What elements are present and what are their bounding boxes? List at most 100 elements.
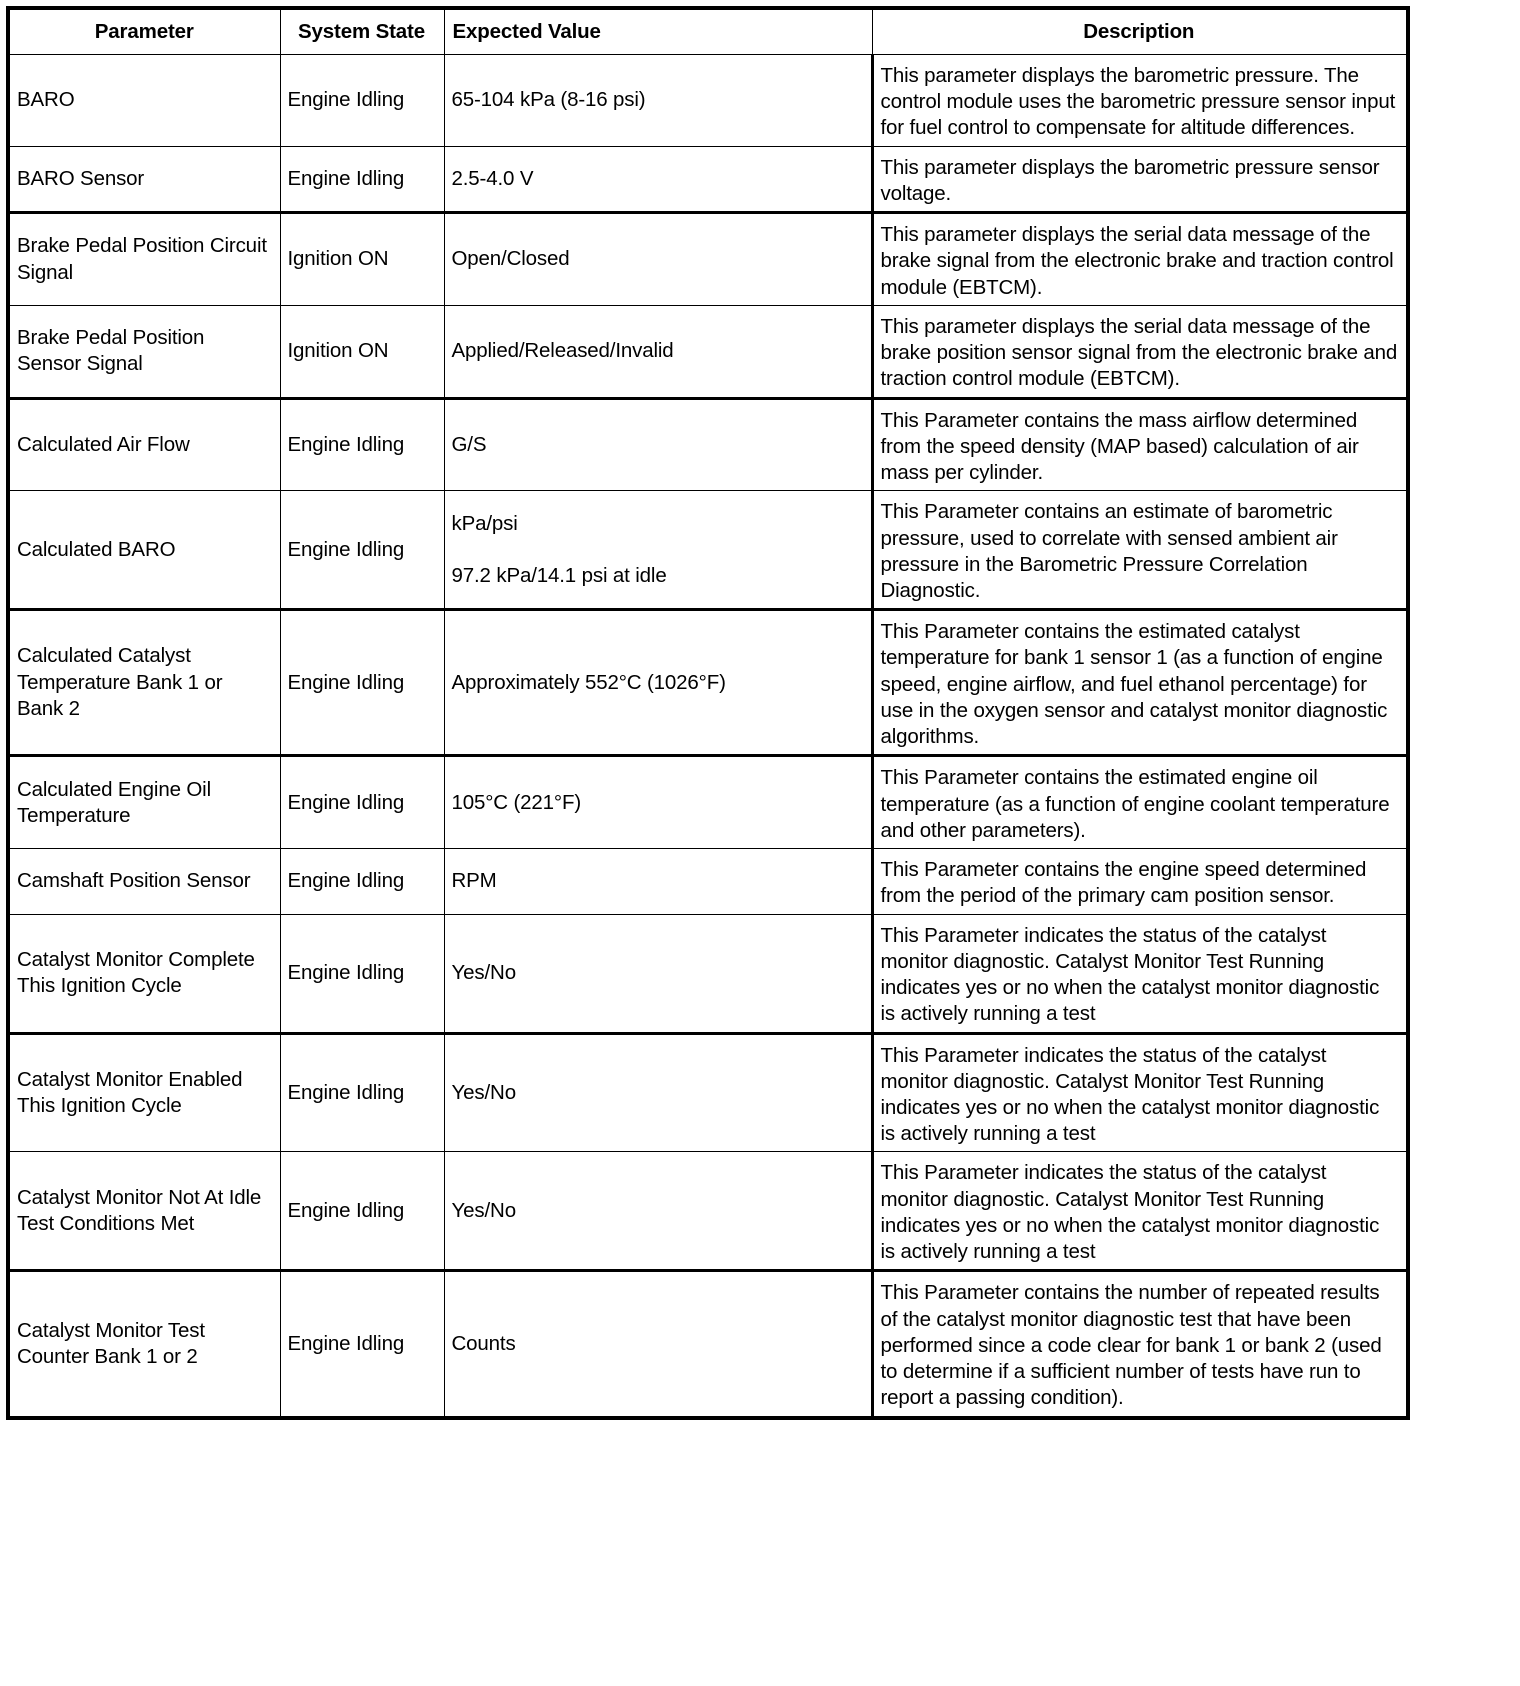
cell-expected-value: RPM [443,848,873,915]
column-header-expected-value: Expected Value [443,7,873,55]
expected-value-lines: 2.5-4.0 V [452,166,863,192]
cell-expected-value: Open/Closed [443,211,873,306]
cell-description: This parameter displays the serial data … [870,211,1409,306]
cell-expected-value: Yes/No [443,913,873,1034]
cell-expected-value: Yes/No [443,1031,873,1153]
cell-description: This Parameter indicates the status of t… [870,1151,1409,1272]
cell-expected-value: kPa/psi 97.2 kPa/14.1 psi at idle [443,490,873,611]
cell-description: This parameter displays the barometric p… [870,54,1409,147]
cell-parameter: Catalyst Monitor Complete This Ignition … [7,913,281,1034]
table-row: Camshaft Position Sensor Engine Idling RPM… [7,848,1409,915]
expected-value-line-1: Yes/No [451,1198,517,1222]
cell-description: This parameter displays the barometric p… [870,145,1409,214]
table-row: Catalyst Monitor Enabled This Ignition C… [7,1031,1409,1153]
cell-parameter: Calculated Engine Oil Temperature [7,754,281,850]
expected-value-line-1: 65-104 kPa (8-16 psi) [451,88,646,112]
expected-value-lines: 105°C (221°F) [452,790,863,816]
expected-value-lines: kPa/psi 97.2 kPa/14.1 psi at idle [452,511,863,589]
cell-parameter: BARO Sensor [7,145,281,214]
cell-description: This Parameter contains the estimated en… [870,754,1409,850]
cell-system-state: Engine Idling [279,145,445,214]
table-row: Catalyst Monitor Not At Idle Test Condit… [7,1151,1409,1272]
cell-system-state: Ignition ON [279,304,445,399]
table-row: Brake Pedal Position Sensor Signal Igniti… [7,304,1409,399]
expected-value-lines: Applied/Released/Invalid [452,338,863,364]
expected-value-lines: 65-104 kPa (8-16 psi) [452,87,863,113]
cell-expected-value: 105°C (221°F) [443,754,873,850]
expected-value-lines: Yes/No [452,960,863,986]
cell-system-state: Engine Idling [279,1031,445,1153]
expected-value-lines: Yes/No [452,1080,863,1106]
table-row: Catalyst Monitor Test Counter Bank 1 or … [7,1269,1409,1419]
expected-value-lines: Yes/No [452,1198,863,1224]
cell-parameter: Brake Pedal Position Sensor Signal [7,304,281,399]
expected-value-line-1: Open/Closed [451,247,570,271]
cell-system-state: Engine Idling [279,396,445,492]
cell-description: This Parameter contains an estimate of b… [870,490,1409,611]
expected-value-line-2: 97.2 kPa/14.1 psi at idle [451,563,667,587]
cell-system-state: Engine Idling [279,490,445,611]
expected-value-line-1: G/S [451,432,487,456]
expected-value-line-1: Yes/No [451,1080,517,1104]
cell-expected-value: Counts [443,1269,873,1419]
table-header: Parameter System State Expected Value De… [7,7,1409,55]
table-row: Brake Pedal Position Circuit Signal Ignit… [7,211,1409,306]
cell-description: This Parameter contains the estimated ca… [870,608,1409,757]
cell-description: This Parameter contains the number of re… [870,1269,1409,1419]
cell-parameter: Camshaft Position Sensor [7,848,281,915]
expected-value-lines: G/S [452,432,863,458]
cell-parameter: BARO [7,54,281,147]
cell-system-state: Engine Idling [279,754,445,850]
cell-description: This Parameter indicates the status of t… [870,1031,1409,1153]
expected-value-lines: Approximately 552°C (1026°F) [452,670,863,696]
cell-system-state: Engine Idling [279,608,445,757]
expected-value-lines: Open/Closed [452,246,863,272]
cell-description: This parameter displays the serial data … [870,304,1409,399]
cell-expected-value: 2.5-4.0 V [443,145,873,214]
cell-parameter: Catalyst Monitor Not At Idle Test Condit… [7,1151,281,1272]
expected-value-line-1: RPM [451,869,497,893]
cell-description: This Parameter indicates the status of t… [870,913,1409,1034]
cell-description: This Parameter contains the mass airflow… [870,396,1409,492]
cell-parameter: Calculated Air Flow [7,396,281,492]
cell-parameter: Catalyst Monitor Test Counter Bank 1 or … [7,1269,281,1419]
expected-value-line-1: kPa/psi [451,511,518,535]
expected-value-lines: Counts [452,1331,863,1357]
table-row: Calculated Air Flow Engine Idling G/S This … [7,396,1409,492]
cell-parameter: Catalyst Monitor Enabled This Ignition C… [7,1031,281,1153]
cell-system-state: Engine Idling [279,54,445,147]
cell-system-state: Engine Idling [279,848,445,915]
cell-system-state: Engine Idling [279,1269,445,1419]
expected-value-line-1: 2.5-4.0 V [451,166,534,190]
table-row: BARO Engine Idling 65-104 kPa (8-16 psi) Th… [7,54,1409,147]
cell-parameter: Calculated BARO [7,490,281,611]
table-row: Calculated BARO Engine Idling kPa/psi 97.2 … [7,490,1409,611]
expected-value-line-1: Yes/No [451,960,517,984]
expected-value-lines: RPM [452,868,863,894]
table-header-row: Parameter System State Expected Value De… [7,7,1409,55]
table-row: Catalyst Monitor Complete This Ignition … [7,913,1409,1034]
expected-value-line-1: Counts [451,1331,516,1355]
cell-expected-value: Applied/Released/Invalid [443,304,873,399]
cell-system-state: Ignition ON [279,211,445,306]
column-header-description: Description [871,7,1409,55]
cell-system-state: Engine Idling [279,913,445,1034]
cell-description: This Parameter contains the engine speed… [870,848,1409,915]
cell-expected-value: 65-104 kPa (8-16 psi) [443,54,873,147]
table-row: BARO Sensor Engine Idling 2.5-4.0 V This pa… [7,145,1409,214]
cell-parameter: Brake Pedal Position Circuit Signal [7,211,281,306]
diagnostic-parameters-table: Parameter System State Expected Value De… [6,6,1410,1420]
cell-expected-value: Approximately 552°C (1026°F) [443,608,873,757]
expected-value-line-1: 105°C (221°F) [451,790,582,814]
cell-expected-value: G/S [443,396,873,492]
table-row: Calculated Catalyst Temperature Bank 1 o… [7,608,1409,757]
table-row: Calculated Engine Oil Temperature Engine … [7,754,1409,850]
expected-value-line-1: Applied/Released/Invalid [451,339,674,363]
column-header-system-state: System State [279,7,445,55]
expected-value-line-1: Approximately 552°C (1026°F) [451,670,726,694]
table-body: BARO Engine Idling 65-104 kPa (8-16 psi) Th… [7,54,1409,1419]
cell-expected-value: Yes/No [443,1151,873,1272]
cell-system-state: Engine Idling [279,1151,445,1272]
cell-parameter: Calculated Catalyst Temperature Bank 1 o… [7,608,281,757]
